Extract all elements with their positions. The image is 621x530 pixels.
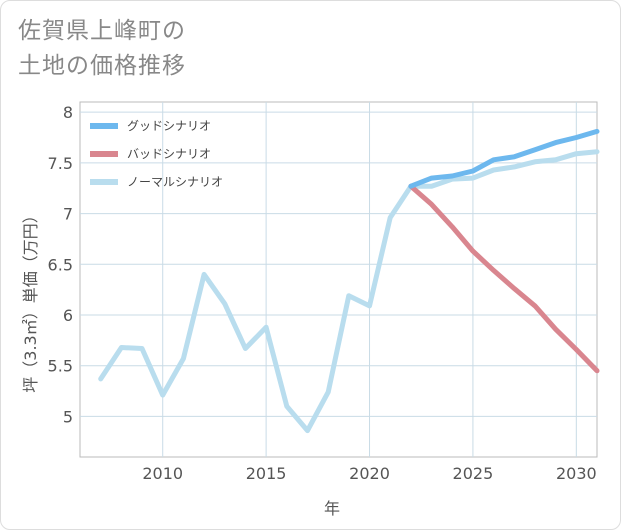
chart-title: 佐賀県上峰町の 土地の価格推移	[18, 14, 186, 84]
y-tick-label: 5.5	[48, 357, 73, 376]
legend-label: ノーマルシナリオ	[127, 175, 223, 189]
x-axis-title: 年	[324, 499, 340, 518]
x-tick-label: 2020	[349, 464, 390, 483]
series-line-2	[98, 149, 600, 434]
y-tick-label: 5	[63, 407, 73, 426]
x-tick-label: 2025	[453, 464, 494, 483]
y-axis-title: 坪（3.3㎡）単価（万円）	[21, 207, 40, 392]
series-line-1	[408, 183, 600, 374]
legend-label: グッドシナリオ	[127, 119, 211, 133]
legend-label: バッドシナリオ	[127, 147, 211, 161]
series-line-0	[408, 128, 600, 189]
chart-title-line-2: 土地の価格推移	[18, 53, 186, 79]
grid-lines	[80, 102, 597, 457]
x-tick-label: 2030	[556, 464, 597, 483]
tick-labels: 5 5.5 6 6.5 7 7.5 8 2010 2015 2020 2025 2030	[48, 103, 597, 483]
y-tick-label: 8	[63, 103, 73, 122]
series-lines	[98, 128, 600, 434]
plot-area	[79, 101, 598, 458]
chart-title-line-1: 佐賀県上峰町の	[18, 18, 186, 44]
x-tick-label: 2015	[246, 464, 287, 483]
y-tick-label: 6.5	[48, 255, 73, 274]
x-tick-label: 2010	[142, 464, 183, 483]
y-tick-label: 7.5	[48, 154, 73, 173]
y-tick-label: 6	[63, 306, 73, 325]
y-tick-label: 7	[63, 205, 73, 224]
